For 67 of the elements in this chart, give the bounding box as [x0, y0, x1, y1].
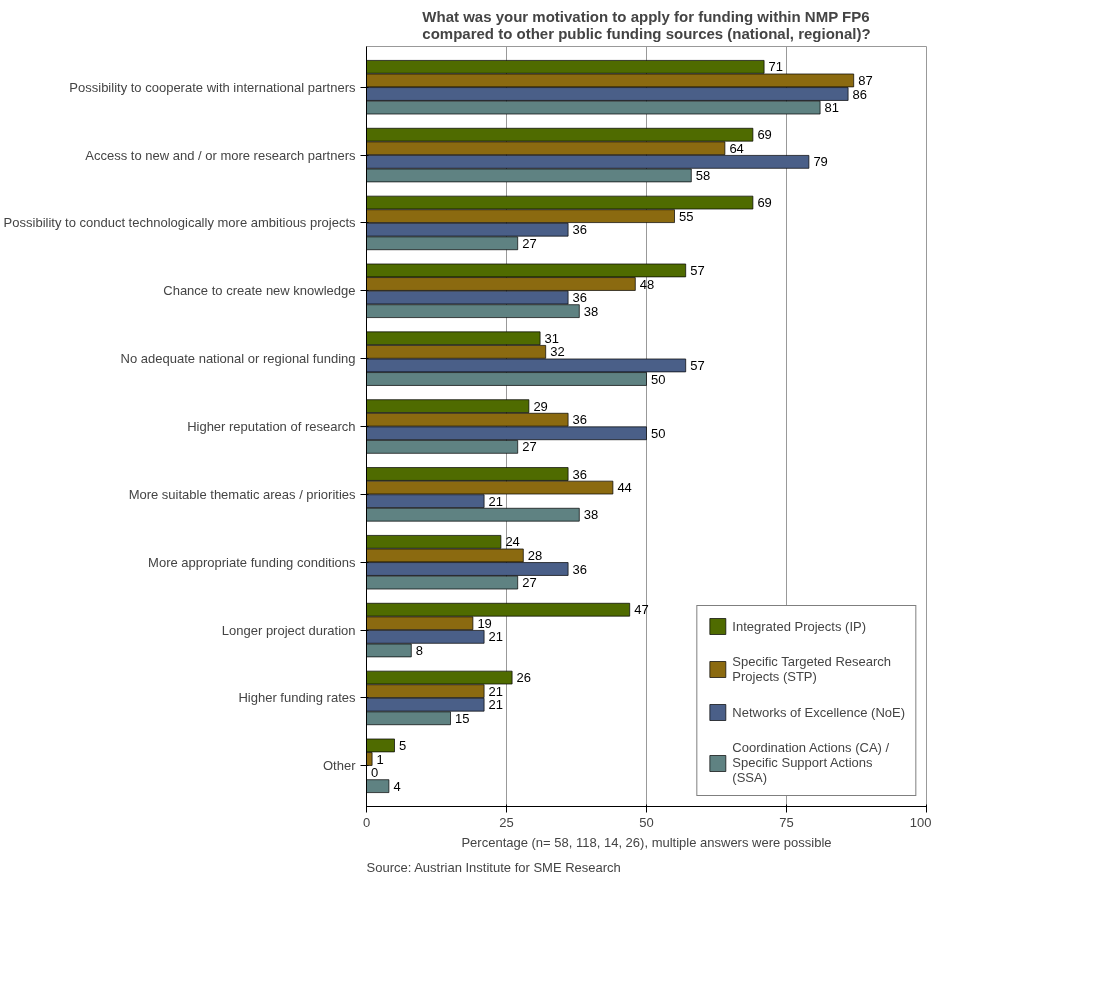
- data-label: 44: [617, 480, 632, 496]
- x-tick-label: 0: [362, 814, 371, 830]
- y-tick-label: More appropriate funding conditions: [148, 554, 356, 570]
- y-tick-label: No adequate national or regional funding: [120, 351, 356, 367]
- data-label: 57: [690, 357, 705, 373]
- data-label: 1: [376, 751, 384, 767]
- data-label: 4: [393, 778, 401, 794]
- data-label: 36: [572, 561, 588, 577]
- data-label: 8: [415, 642, 424, 658]
- chart-title: What was your motivation to apply for funding within NMP FP6 compared to other public funding sources (national, regional)?: [422, 7, 871, 42]
- data-label: 36: [572, 412, 588, 428]
- legend-label: Specific Targeted Research Projects (STP): [732, 654, 892, 684]
- data-label: 21: [488, 493, 504, 509]
- data-label: 15: [454, 710, 470, 726]
- legend-label: Integrated Projects (IP): [732, 618, 866, 634]
- data-label: 27: [522, 235, 537, 251]
- data-label: 36: [572, 466, 588, 482]
- data-label: 47: [634, 602, 649, 618]
- data-label: 32: [550, 344, 565, 360]
- y-tick-label: Higher funding rates: [238, 690, 356, 706]
- data-label: 24: [505, 534, 520, 550]
- y-tick-label: Possibility to conduct technologically more ambitious projects: [3, 215, 356, 231]
- data-label: 21: [488, 683, 504, 699]
- data-label: 50: [650, 371, 666, 387]
- data-label: 31: [544, 330, 560, 346]
- data-label: 38: [583, 303, 599, 319]
- data-label: 64: [729, 140, 744, 156]
- y-tick-label: Other: [322, 758, 357, 774]
- data-label: 71: [768, 59, 784, 75]
- y-tick-label: Higher reputation of research: [187, 419, 356, 434]
- y-tick-label: Possibility to cooperate with international partners: [69, 79, 356, 95]
- x-axis-title: Percentage (n= 58, 118, 14, 26), multiple answers were possible: [461, 834, 832, 850]
- data-label: 21: [488, 697, 504, 713]
- y-tick-label: Chance to create new knowledge: [163, 283, 356, 299]
- data-label: 79: [813, 154, 828, 170]
- data-label: 81: [824, 100, 840, 116]
- y-tick-label: Longer project duration: [221, 622, 356, 638]
- data-label: 69: [757, 195, 772, 211]
- x-tick-label: 75: [779, 814, 794, 830]
- data-label: 38: [583, 507, 599, 523]
- data-label: 27: [522, 575, 537, 591]
- data-label: 26: [516, 670, 532, 686]
- x-tick-label: 50: [639, 814, 654, 830]
- data-label: 36: [572, 290, 588, 306]
- data-label: 28: [527, 547, 543, 563]
- data-label: 0: [370, 765, 379, 781]
- data-label: 21: [488, 629, 504, 645]
- data-label: 58: [695, 167, 711, 183]
- y-tick-label: Access to new and / or more research partners: [85, 147, 356, 163]
- data-label: 48: [639, 276, 655, 292]
- x-tick-label: 25: [499, 814, 514, 830]
- data-label: 87: [858, 72, 873, 88]
- data-label: 29: [533, 398, 548, 414]
- data-label: 36: [572, 222, 588, 238]
- data-label: 50: [650, 425, 666, 441]
- data-label: 69: [757, 127, 772, 143]
- data-label: 5: [398, 737, 407, 753]
- data-label: 55: [678, 208, 694, 224]
- x-tick-label: 100: [909, 814, 932, 830]
- data-label: 57: [690, 262, 705, 278]
- y-tick-label: More suitable thematic areas / priorities: [128, 486, 356, 502]
- data-label: 19: [477, 615, 492, 631]
- data-label: 86: [852, 86, 868, 102]
- legend-label: Networks of Excellence (NoE): [732, 704, 905, 720]
- data-label: 27: [522, 439, 537, 455]
- legend-label: Coordination Actions (CA) / Specific Support Actions (SSA): [732, 740, 890, 785]
- source-note: Source: Austrian Institute for SME Research: [366, 859, 621, 875]
